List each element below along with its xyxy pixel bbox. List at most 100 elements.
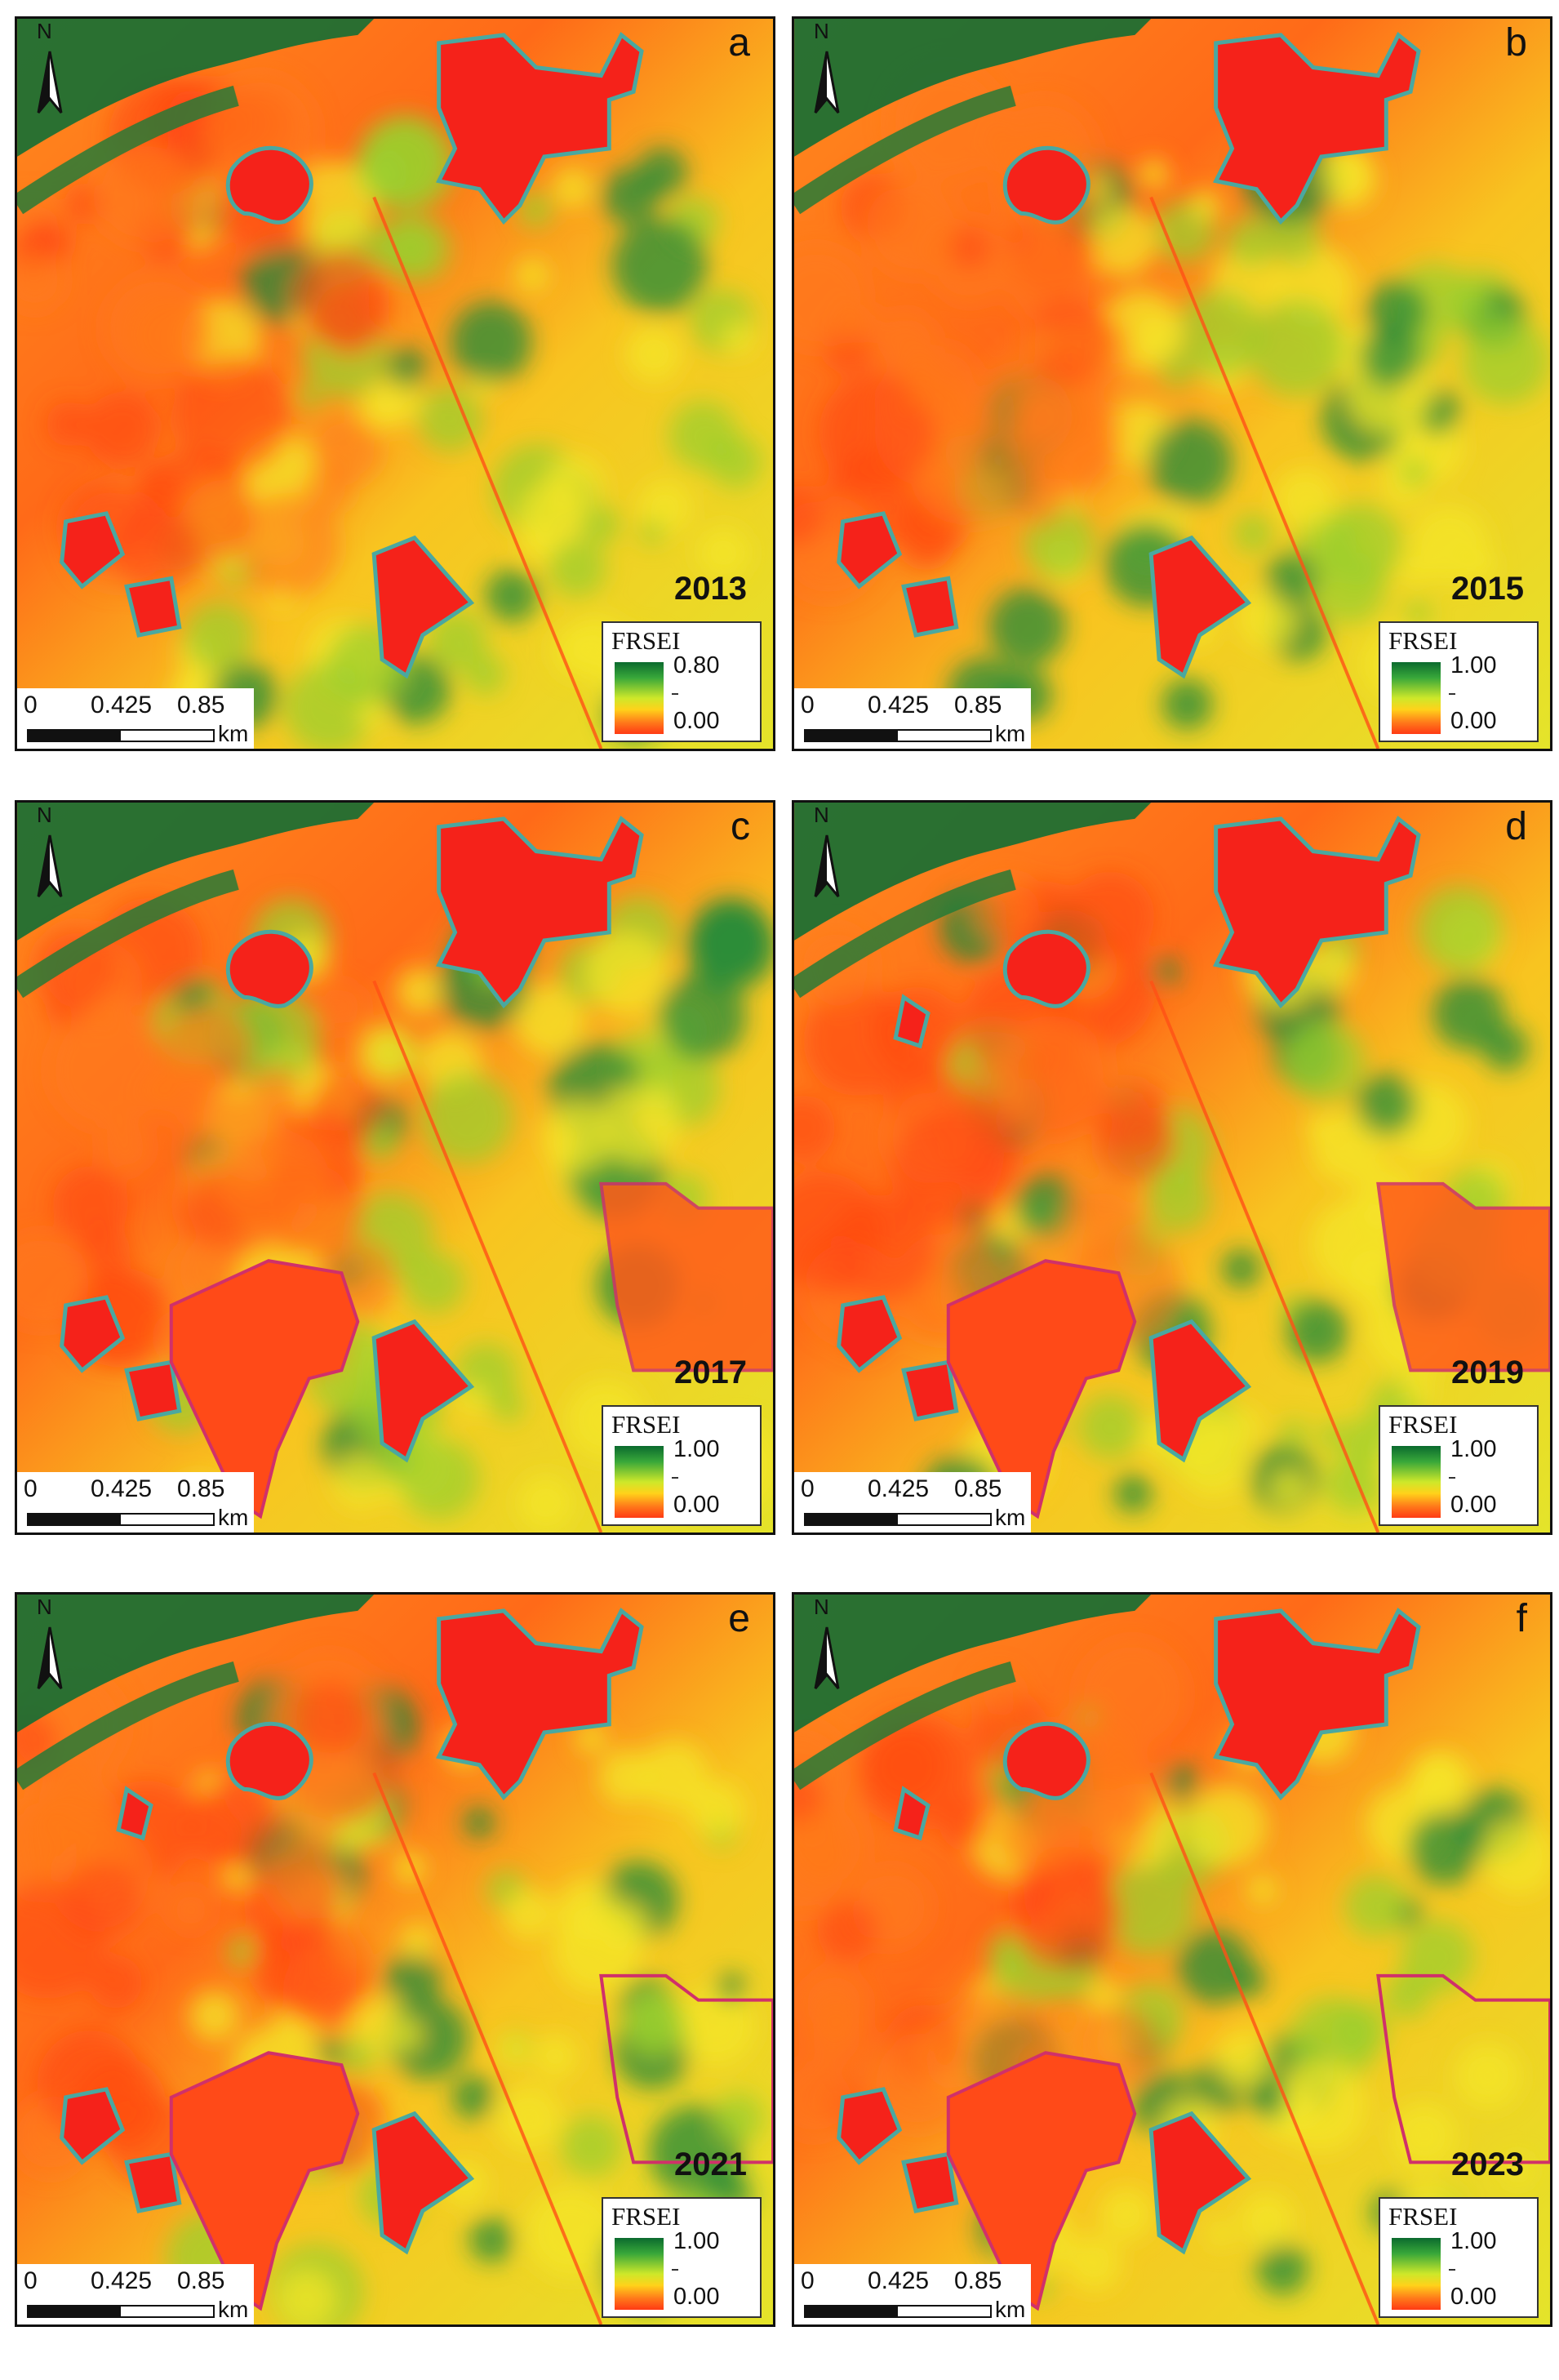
year-label: 2021 xyxy=(674,2146,747,2182)
scale-tick-1: 0.425 xyxy=(868,692,930,718)
built-up-area xyxy=(1212,816,1421,1009)
scale-unit: km xyxy=(995,1505,1026,1530)
built-up-area xyxy=(1212,1608,1421,1801)
scale-tick-2: 0.85 xyxy=(954,1475,1002,1502)
built-up-area xyxy=(1002,1721,1090,1800)
scale-tick-0: 0 xyxy=(801,2267,815,2294)
year-label: 2023 xyxy=(1451,2146,1524,2182)
legend-max-value: 1.00 xyxy=(673,2228,720,2254)
scale-bar-graphic xyxy=(27,729,215,742)
legend-min-value: 0.00 xyxy=(673,1492,720,1518)
legend-color-ramp xyxy=(1392,662,1441,734)
built-up-area xyxy=(837,511,903,589)
legend-color-ramp xyxy=(615,2238,664,2310)
built-up-area xyxy=(124,1359,182,1421)
legend-title: FRSEI xyxy=(611,1410,681,1439)
scale-tick-2: 0.85 xyxy=(954,692,1002,718)
built-up-area xyxy=(124,576,182,638)
north-arrow-icon: N xyxy=(802,803,851,909)
development-zone-east xyxy=(1376,1181,1550,1372)
scale-tick-0: 0 xyxy=(801,692,815,718)
built-up-area xyxy=(901,2151,959,2213)
legend-min-value: 0.00 xyxy=(673,2284,720,2310)
frsei-legend: FRSEI 1.00 0.00 xyxy=(602,1405,762,1526)
built-up-area xyxy=(837,1295,903,1373)
north-label: N xyxy=(37,19,52,43)
built-up-area xyxy=(225,145,313,225)
legend-mid-tick xyxy=(672,2269,678,2271)
scale-bar: 0 0.425 0.85 km xyxy=(17,688,254,749)
built-up-area xyxy=(1148,1319,1252,1463)
legend-color-ramp xyxy=(615,662,664,734)
legend-color-ramp xyxy=(615,1446,664,1518)
legend-color-ramp xyxy=(1392,1446,1441,1518)
scale-tick-0: 0 xyxy=(24,1475,38,1502)
legend-max-value: 1.00 xyxy=(1450,1436,1497,1462)
year-label: 2015 xyxy=(1451,571,1524,607)
legend-mid-tick xyxy=(1449,693,1455,695)
built-up-area xyxy=(60,1295,126,1373)
built-up-area xyxy=(1148,2111,1252,2255)
north-arrow-icon: N xyxy=(802,19,851,125)
legend-max-value: 1.00 xyxy=(673,1436,720,1462)
north-arrow-icon: N xyxy=(802,1595,851,1701)
frsei-raster xyxy=(794,19,1550,749)
year-label: 2019 xyxy=(1451,1355,1524,1390)
scale-tick-0: 0 xyxy=(24,692,38,718)
year-label: 2013 xyxy=(674,571,747,607)
legend-title: FRSEI xyxy=(1388,626,1458,655)
scale-bar: 0 0.425 0.85 km xyxy=(794,688,1031,749)
built-up-area xyxy=(60,2087,126,2165)
scale-bar-graphic xyxy=(804,1513,992,1526)
scale-tick-1: 0.425 xyxy=(91,1475,153,1502)
north-label: N xyxy=(37,1595,52,1619)
scale-bar-graphic xyxy=(27,2305,215,2318)
built-up-area xyxy=(1212,32,1421,225)
legend-mid-tick xyxy=(672,1477,678,1479)
panel-letter: e xyxy=(728,1597,750,1640)
scale-unit: km xyxy=(218,721,249,746)
development-zone xyxy=(169,1259,360,1519)
built-up-area xyxy=(837,2087,903,2165)
scale-tick-2: 0.85 xyxy=(177,692,225,718)
legend-min-value: 0.00 xyxy=(1450,2284,1497,2310)
scale-tick-0: 0 xyxy=(24,2267,38,2294)
built-up-area xyxy=(1148,535,1252,679)
legend-title: FRSEI xyxy=(611,626,681,655)
built-up-area xyxy=(1002,929,1090,1008)
scale-bar: 0 0.425 0.85 km xyxy=(794,2264,1031,2324)
legend-min-value: 0.00 xyxy=(1450,708,1497,734)
frsei-raster xyxy=(17,803,773,1533)
scale-bar: 0 0.425 0.85 km xyxy=(17,1472,254,1533)
built-up-area xyxy=(435,32,644,225)
year-label: 2017 xyxy=(674,1355,747,1390)
scale-tick-2: 0.85 xyxy=(177,1475,225,1502)
legend-max-value: 0.80 xyxy=(673,652,720,678)
built-up-area xyxy=(901,576,959,638)
legend-title: FRSEI xyxy=(611,2202,681,2231)
north-arrow-icon: N xyxy=(25,803,74,909)
scale-tick-2: 0.85 xyxy=(177,2267,225,2294)
built-up-area xyxy=(116,1786,153,1841)
scale-tick-1: 0.425 xyxy=(868,1475,930,1502)
built-up-area xyxy=(435,1608,644,1801)
legend-title: FRSEI xyxy=(1388,2202,1458,2231)
north-arrow-icon: N xyxy=(25,1595,74,1701)
north-label: N xyxy=(37,803,52,827)
north-label: N xyxy=(814,1595,829,1619)
legend-min-value: 0.00 xyxy=(673,708,720,734)
frsei-legend: FRSEI 1.00 0.00 xyxy=(1379,621,1539,742)
panel-letter: f xyxy=(1516,1597,1527,1640)
scale-bar-graphic xyxy=(27,1513,215,1526)
built-up-area xyxy=(371,535,475,679)
built-up-area xyxy=(893,1786,931,1841)
built-up-area xyxy=(124,2151,182,2213)
scale-bar: 0 0.425 0.85 km xyxy=(17,2264,254,2324)
scale-tick-0: 0 xyxy=(801,1475,815,1502)
built-up-area xyxy=(225,929,313,1008)
